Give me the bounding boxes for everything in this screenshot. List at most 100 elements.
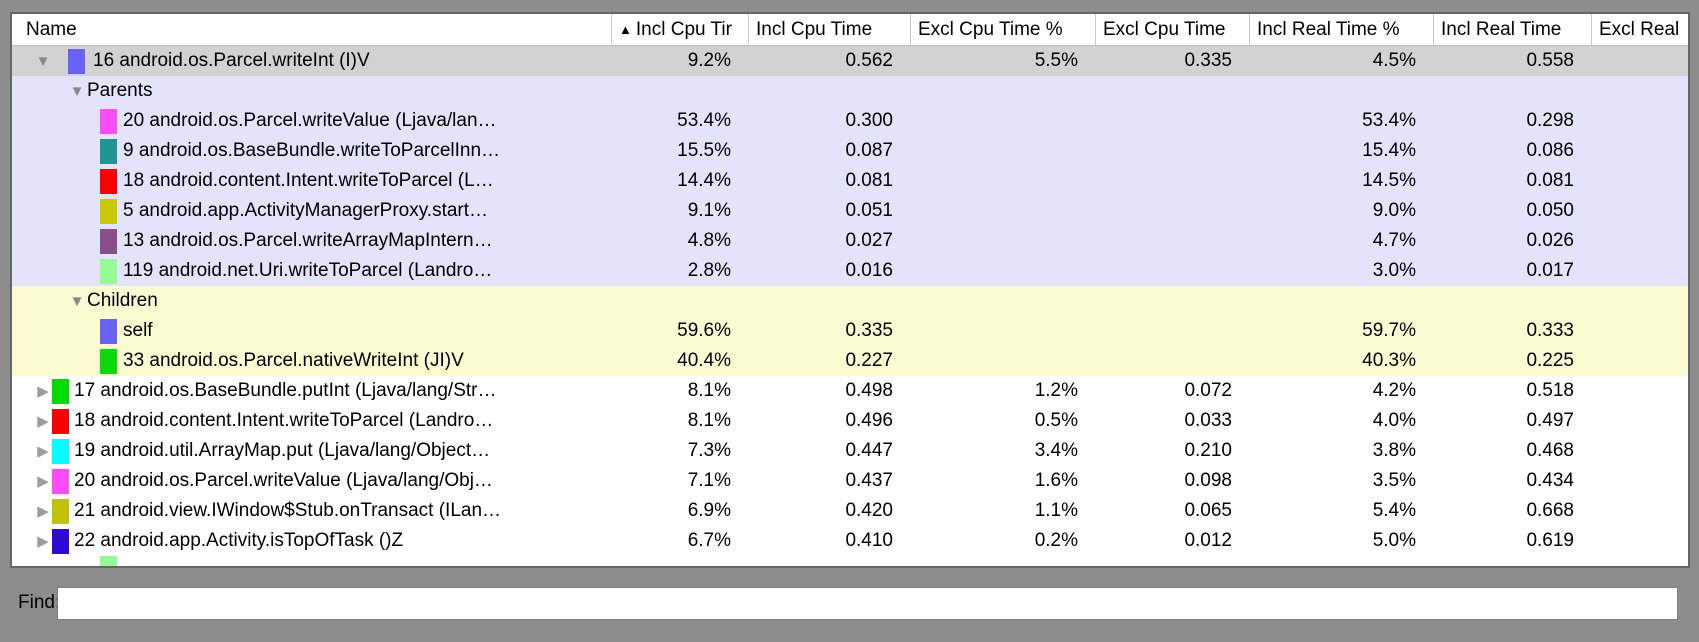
column-header-label: Excl Real [1599, 18, 1680, 40]
value-cell-incl-cpu-time-pct: 15.5% [677, 140, 731, 161]
name-cell: 13 android.os.Parcel.writeArrayMapIntern… [12, 226, 612, 256]
column-header-incl-real-time[interactable]: Incl Real Time [1434, 14, 1592, 45]
value-cell-incl-cpu-time-pct: 8.1% [687, 410, 731, 431]
table-row[interactable]: ▶ 18 android.content.Intent.writeToParce… [12, 406, 1688, 436]
table-row[interactable]: ▶ 17 android.os.BaseBundle.putInt (Ljava… [12, 376, 1688, 406]
value-cell-incl-real-time: 0.050 [1526, 200, 1574, 221]
name-cell: 18 android.content.Intent.writeToParcel … [12, 166, 612, 196]
value-cell-incl-cpu-time: 0.437 [845, 470, 893, 491]
method-name: Parents [87, 80, 153, 101]
name-cell: 119 android.net.Uri.writeToParcel (Landr… [12, 256, 612, 286]
column-header-excl-cpu-time[interactable]: Excl Cpu Time [1096, 14, 1250, 45]
table-row[interactable]: 119 android.net.Uri.writeToParcel (Landr… [12, 256, 1688, 286]
disclosure-triangle-icon[interactable]: ▶ [37, 473, 49, 490]
value-cell-excl-cpu-time-pct: 1.1% [1034, 500, 1078, 521]
table-row[interactable]: ▶ 19 android.util.ArrayMap.put (Ljava/la… [12, 436, 1688, 466]
table-row[interactable]: 13 android.os.Parcel.writeArrayMapIntern… [12, 226, 1688, 256]
column-header-excl-cpu-time-pct[interactable]: Excl Cpu Time % [911, 14, 1096, 45]
value-cell-incl-cpu-time: 0.410 [845, 530, 893, 551]
table-row[interactable]: 5 android.app.ActivityManagerProxy.start… [12, 196, 1688, 226]
disclosure-triangle-icon[interactable]: ▶ [37, 503, 49, 520]
table-row[interactable]: self 59.6% 0.335 59.7% 0.333 [12, 316, 1688, 346]
name-cell: self [12, 316, 612, 346]
name-cell: 33 android.os.Parcel.nativeWriteInt (JI)… [12, 346, 612, 376]
find-input[interactable] [57, 587, 1678, 620]
table-row[interactable]: ▶ 20 android.os.Parcel.writeValue (Ljava… [12, 466, 1688, 496]
name-cell: ▶ 17 android.os.BaseBundle.putInt (Ljava… [12, 376, 612, 406]
column-header-incl-cpu-time-pct[interactable]: ▲ Incl Cpu Tir [612, 14, 749, 45]
disclosure-triangle-icon[interactable]: ▶ [37, 443, 49, 460]
column-header-incl-real-time-pct[interactable]: Incl Real Time % [1250, 14, 1434, 45]
value-cell-incl-real-time-pct: 3.0% [1372, 260, 1416, 281]
disclosure-triangle-icon[interactable]: ▼ [69, 292, 85, 310]
method-color-chip [100, 258, 117, 284]
value-cell-incl-real-time-pct: 59.7% [1362, 320, 1416, 341]
method-name: 13 android.os.Parcel.writeArrayMapIntern… [123, 230, 493, 251]
column-header-incl-cpu-time[interactable]: Incl Cpu Time [749, 14, 911, 45]
value-cell-incl-real-time: 0.081 [1526, 170, 1574, 191]
value-cell-incl-cpu-time: 0.498 [845, 380, 893, 401]
value-cell-incl-real-time: 0.497 [1526, 410, 1574, 431]
disclosure-triangle-icon[interactable]: ▼ [69, 82, 85, 100]
method-name: 119 android.net.Uri.writeToParcel (Landr… [123, 260, 493, 281]
table-row[interactable]: 33 android.os.Parcel.nativeWriteInt (JI)… [12, 346, 1688, 376]
column-header-label: Incl Cpu Tir [635, 18, 732, 40]
method-name: Children [87, 290, 158, 311]
table-row[interactable]: 20 android.os.Parcel.writeValue (Ljava/l… [12, 106, 1688, 136]
value-cell-incl-cpu-time-pct: 8.1% [687, 380, 731, 401]
value-cell-incl-real-time-pct: 4.0% [1372, 410, 1416, 431]
name-cell: ▶ 18 android.content.Intent.writeToParce… [12, 406, 612, 436]
method-color-chip [52, 378, 69, 404]
method-color-chip [52, 528, 69, 554]
method-name: 19 android.util.ArrayMap.put (Ljava/lang… [74, 440, 491, 461]
value-cell-incl-real-time-pct: 53.4% [1362, 110, 1416, 131]
value-cell-incl-cpu-time-pct: 4.8% [687, 230, 731, 251]
value-cell-incl-real-time-pct: 4.5% [1372, 50, 1416, 71]
column-header-label: Incl Real Time [1441, 18, 1562, 40]
table-row[interactable]: ▶ 21 android.view.IWindow$Stub.onTransac… [12, 496, 1688, 526]
method-color-chip [52, 468, 69, 494]
name-cell: ▶ 20 android.os.Parcel.writeValue (Ljava… [12, 466, 612, 496]
value-cell-incl-real-time: 0.518 [1526, 380, 1574, 401]
value-cell-incl-real-time: 0.468 [1526, 440, 1574, 461]
value-cell-incl-cpu-time: 0.335 [845, 320, 893, 341]
table-row[interactable]: ▼ 16 android.os.Parcel.writeInt (I)V 9.2… [12, 46, 1688, 76]
disclosure-triangle-icon[interactable]: ▶ [37, 413, 49, 430]
value-cell-incl-cpu-time: 0.016 [845, 260, 893, 281]
name-cell: 5 android.app.ActivityManagerProxy.start… [12, 196, 612, 226]
table-row[interactable]: 9 android.os.BaseBundle.writeToParcelInn… [12, 136, 1688, 166]
value-cell-incl-real-time: 0.026 [1526, 230, 1574, 251]
table-row[interactable]: ▶ 22 android.app.Activity.isTopOfTask ()… [12, 526, 1688, 556]
table-row[interactable]: 18 android.content.Intent.writeToParcel … [12, 166, 1688, 196]
table-row[interactable] [12, 556, 1688, 566]
disclosure-triangle-icon[interactable]: ▶ [37, 383, 49, 400]
table-row[interactable]: ▼ Parents [12, 76, 1688, 106]
value-cell-incl-real-time: 0.558 [1526, 50, 1574, 71]
method-name: 33 android.os.Parcel.nativeWriteInt (JI)… [123, 350, 464, 371]
value-cell-incl-cpu-time-pct: 6.7% [687, 530, 731, 551]
name-cell: ▼ Parents [12, 76, 612, 106]
value-cell-incl-cpu-time: 0.300 [845, 110, 893, 131]
method-name: 17 android.os.BaseBundle.putInt (Ljava/l… [74, 380, 497, 401]
column-header-name[interactable]: Name [12, 14, 612, 45]
value-cell-incl-real-time-pct: 5.0% [1372, 530, 1416, 551]
value-cell-incl-cpu-time-pct: 9.2% [687, 50, 731, 71]
disclosure-triangle-icon[interactable]: ▼ [35, 52, 51, 70]
method-color-chip [100, 228, 117, 254]
value-cell-incl-cpu-time-pct: 7.3% [687, 440, 731, 461]
value-cell-incl-real-time-pct: 9.0% [1372, 200, 1416, 221]
disclosure-triangle-icon[interactable]: ▶ [37, 533, 49, 550]
value-cell-incl-cpu-time: 0.051 [845, 200, 893, 221]
value-cell-incl-cpu-time-pct: 9.1% [687, 200, 731, 221]
profile-table: Name ▲ Incl Cpu Tir Incl Cpu Time Excl C… [10, 12, 1690, 568]
name-cell: ▼ Children [12, 286, 612, 316]
value-cell-excl-cpu-time-pct: 1.2% [1034, 380, 1078, 401]
value-cell-incl-real-time: 0.225 [1526, 350, 1574, 371]
value-cell-excl-cpu-time: 0.072 [1184, 380, 1232, 401]
column-header-excl-real-time-pct[interactable]: Excl Real [1592, 14, 1688, 45]
value-cell-incl-cpu-time: 0.227 [845, 350, 893, 371]
method-color-chip [100, 198, 117, 224]
table-row[interactable]: ▼ Children [12, 286, 1688, 316]
column-header-label: Excl Cpu Time % [918, 18, 1063, 40]
